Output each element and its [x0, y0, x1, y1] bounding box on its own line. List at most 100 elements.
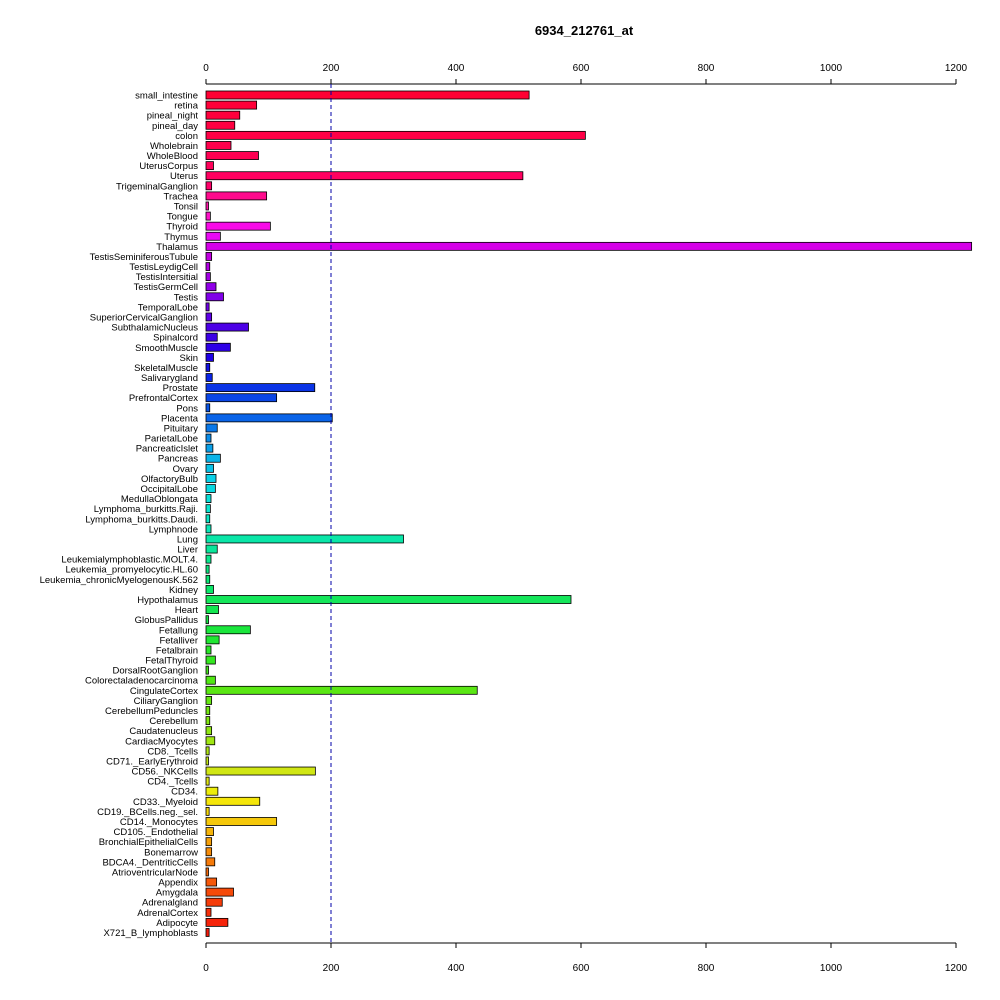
bar: [205, 917, 229, 927]
bar: [205, 181, 213, 191]
tick-label: 800: [698, 63, 715, 74]
category-label: Thyroid: [166, 222, 198, 233]
bar: [205, 726, 213, 736]
category-label: Pancreas: [158, 454, 198, 465]
category-label: pineal_night: [147, 111, 199, 122]
tick-label: 800: [698, 963, 715, 974]
category-label: Skin: [180, 353, 198, 364]
tick-label: 600: [573, 63, 590, 74]
category-label: Testis: [174, 292, 199, 303]
category-label: CD19._BCells.neg._sel.: [97, 807, 198, 818]
category-label: TestisGermCell: [134, 282, 198, 293]
category-label: CD34.: [171, 787, 198, 798]
category-label: AtrioventricularNode: [112, 867, 198, 878]
bar: [205, 514, 211, 524]
bar: [205, 796, 261, 806]
category-label: Fetalbrain: [156, 645, 198, 656]
bar: [205, 443, 214, 453]
bar: [205, 827, 214, 836]
bar: [205, 241, 973, 251]
bar: [205, 191, 268, 201]
tick-label: 1000: [820, 63, 843, 74]
category-label: SuperiorCervicalGanglion: [90, 312, 198, 323]
category-label: X721_B_lymphoblasts: [103, 928, 198, 939]
bar: [205, 564, 210, 574]
category-label: Pituitary: [164, 423, 199, 434]
category-label: CD33._Myeloid: [133, 797, 198, 808]
category-label: Lymphoma_burkitts.Daudi.: [85, 514, 198, 525]
bar: [205, 484, 216, 493]
category-label: CD71._EarlyErythroid: [106, 756, 198, 767]
category-label: BronchialEpithelialCells: [99, 837, 199, 848]
tick-label: 0: [203, 963, 209, 974]
bar: [205, 474, 217, 483]
category-label: CD105._Endothelial: [113, 827, 198, 838]
bar: [205, 171, 524, 181]
category-label: CerebellumPeduncles: [105, 706, 198, 717]
category-label: ParietalLobe: [145, 434, 198, 445]
category-label: TemporalLobe: [138, 302, 198, 313]
bar: [205, 655, 216, 665]
bar: [205, 363, 211, 372]
bar: [205, 231, 221, 241]
bar: [205, 817, 278, 826]
category-label: Fetallung: [159, 625, 198, 636]
category-label: SubthalamicNucleus: [111, 323, 198, 334]
category-label: Lymphnode: [149, 524, 198, 535]
bar: [205, 746, 210, 756]
tick-label: 400: [448, 63, 465, 74]
bar: [205, 766, 316, 776]
category-label: colon: [175, 131, 198, 142]
category-label: MedullaOblongata: [121, 494, 199, 505]
bar: [205, 110, 241, 120]
bar: [205, 141, 232, 150]
bar: [205, 90, 530, 100]
bar: [205, 272, 211, 282]
tick-label: 400: [448, 963, 465, 974]
bar: [205, 494, 212, 504]
category-label: AdrenalCortex: [137, 908, 198, 919]
bar: [205, 322, 249, 332]
category-label: Colorectaladenocarcinoma: [85, 676, 199, 687]
category-label: Leukemia_chronicMyelogenousK.562: [40, 575, 198, 586]
bar: [205, 120, 236, 130]
category-label: Thalamus: [156, 242, 198, 253]
bar: [205, 161, 214, 171]
tick-label: 0: [203, 63, 209, 74]
category-label: CardiacMyocytes: [125, 736, 198, 747]
category-label: Placenta: [161, 413, 199, 424]
bar: [205, 554, 212, 564]
category-label: Fetalliver: [159, 635, 198, 646]
category-label: Leukemialymphoblastic.MOLT.4.: [61, 555, 198, 566]
category-label: Wholebrain: [150, 141, 198, 152]
category-label: Heart: [175, 605, 199, 616]
category-label: CD14._Monocytes: [120, 817, 198, 828]
bar: [205, 615, 209, 625]
bar: [205, 463, 214, 473]
bar: [205, 302, 210, 312]
top-x-axis: 0 200 400 600 800 1000 1200: [203, 63, 968, 85]
bar: [205, 776, 210, 786]
tick-label: 1200: [945, 63, 968, 74]
category-label: TrigeminalGanglion: [116, 181, 198, 192]
category-label: retina: [174, 101, 198, 112]
bar: [205, 625, 251, 635]
bar: [205, 877, 218, 887]
bar: [205, 221, 271, 231]
bar: [205, 262, 211, 271]
bars-group: [205, 90, 973, 937]
bar: [205, 504, 211, 514]
category-label: Adipocyte: [156, 918, 198, 929]
bar: [205, 595, 572, 604]
bar: [205, 342, 231, 352]
bottom-x-axis: 0 200 400 600 800 1000 1200: [203, 942, 968, 974]
category-label: BDCA4._DentriticCells: [102, 857, 198, 868]
category-label: Lung: [177, 534, 198, 545]
bar: [205, 403, 211, 413]
category-label: TestisSeminiferousTubule: [90, 252, 198, 263]
tick-label: 1200: [945, 963, 968, 974]
bar: [205, 534, 404, 544]
bar: [205, 292, 224, 302]
category-label: Spinalcord: [153, 333, 198, 344]
category-label: Ovary: [173, 464, 199, 475]
